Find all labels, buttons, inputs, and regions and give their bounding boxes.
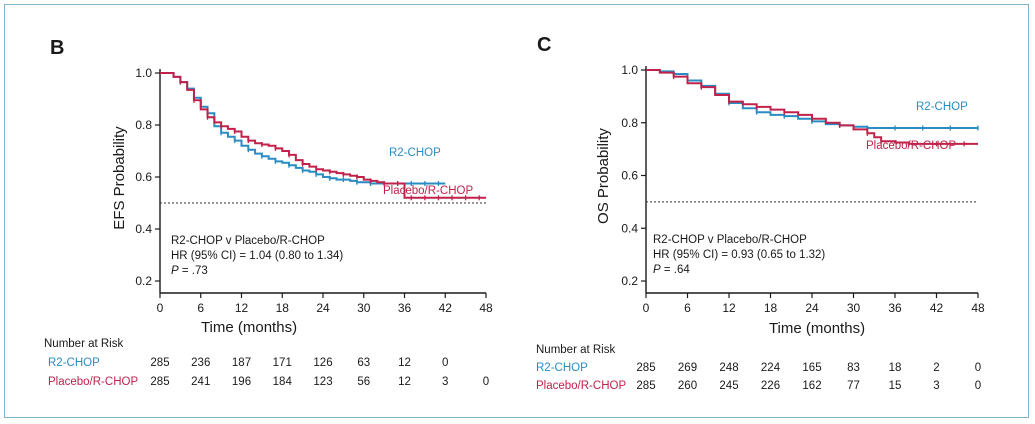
efs-x-tick-label: 0 <box>157 301 164 315</box>
os-risk-value: 15 <box>889 380 902 392</box>
efs-risk-title: Number at Risk <box>44 338 123 350</box>
efs-risk-value: 184 <box>273 376 293 388</box>
os-risk-value: 77 <box>847 380 860 392</box>
efs-plot-area: 0.2 0.4 0.6 0.8 1.0 0 6 12 18 24 30 36 42 48 <box>135 66 493 315</box>
efs-risk-value: 56 <box>357 376 370 388</box>
os-risk-value: 83 <box>847 362 860 374</box>
os-y-axis-title: OS Probability <box>595 128 612 224</box>
efs-x-tick-label: 36 <box>398 301 412 315</box>
efs-x-tick-label: 18 <box>276 301 290 315</box>
os-x-tick-label: 48 <box>971 301 985 315</box>
efs-risk-value: 187 <box>232 357 251 369</box>
efs-risk-label-placebo: Placebo/R-CHOP <box>48 376 138 388</box>
efs-risk-value: 171 <box>273 357 292 369</box>
os-comparison-label: R2-CHOP v Placebo/R-CHOP <box>653 234 807 246</box>
os-x-tick-label: 24 <box>805 301 819 315</box>
os-risk-value: 18 <box>889 362 902 374</box>
efs-risk-value: 126 <box>313 357 332 369</box>
efs-y-tick-label: 0.6 <box>135 170 152 184</box>
os-risk-label-placebo: Placebo/R-CHOP <box>536 380 626 392</box>
os-risk-value: 162 <box>802 380 821 392</box>
os-risk-value: 226 <box>761 380 780 392</box>
efs-x-tick-label: 42 <box>439 301 453 315</box>
efs-p-value: P = .73 <box>171 265 208 277</box>
figure-frame <box>4 4 1029 418</box>
efs-label-placebo: Placebo/R-CHOP <box>383 185 473 197</box>
efs-hazard-ratio: HR (95% CI) = 1.04 (0.80 to 1.34) <box>171 250 343 262</box>
os-x-tick-label: 18 <box>764 301 778 315</box>
efs-y-tick-label: 1.0 <box>135 66 152 80</box>
efs-risk-value: 0 <box>442 357 448 369</box>
efs-y-axis-title: EFS Probability <box>111 126 128 230</box>
os-y-tick-label: 1.0 <box>621 63 638 77</box>
os-plot-area: 0.2 0.4 0.6 0.8 1.0 0 6 12 18 24 30 36 42 48 <box>621 63 985 315</box>
os-risk-label-r2-chop: R2-CHOP <box>536 362 588 374</box>
efs-series-placebo-curve <box>160 72 486 199</box>
efs-x-tick-label: 30 <box>357 301 371 315</box>
os-risk-value: 269 <box>678 362 697 374</box>
os-x-axis-title: Time (months) <box>769 320 865 337</box>
os-risk-value: 245 <box>719 380 738 392</box>
efs-risk-value: 196 <box>232 376 251 388</box>
efs-risk-value: 123 <box>313 376 332 388</box>
efs-risk-value: 0 <box>483 376 489 388</box>
os-x-tick-label: 42 <box>930 301 944 315</box>
efs-x-tick-label: 24 <box>316 301 330 315</box>
efs-risk-value: 236 <box>191 357 210 369</box>
efs-comparison-label: R2-CHOP v Placebo/R-CHOP <box>171 235 325 247</box>
os-x-tick-label: 12 <box>722 301 736 315</box>
os-risk-value: 285 <box>636 362 655 374</box>
efs-series-r2-chop-curve <box>160 72 446 185</box>
os-risk-value: 285 <box>636 380 655 392</box>
os-risk-values: 285 269 248 224 165 83 18 2 0 285 260 245 226 162 77 15… <box>636 362 981 392</box>
os-hazard-ratio: HR (95% CI) = 0.93 (0.65 to 1.32) <box>653 249 825 261</box>
os-y-tick-label: 0.8 <box>621 116 638 130</box>
os-y-tick-label: 0.6 <box>621 169 638 183</box>
efs-y-tick-label: 0.4 <box>135 222 152 236</box>
os-label-r2-chop: R2-CHOP <box>916 101 968 113</box>
efs-x-tick-label: 12 <box>235 301 249 315</box>
efs-risk-value: 241 <box>191 376 210 388</box>
panel-letter-b: B <box>50 37 64 59</box>
os-risk-value: 0 <box>975 380 981 392</box>
os-y-tick-label: 0.4 <box>621 221 638 235</box>
efs-risk-value: 12 <box>398 376 411 388</box>
os-risk-value: 248 <box>719 362 738 374</box>
efs-risk-value: 285 <box>150 357 169 369</box>
os-risk-value: 260 <box>678 380 697 392</box>
efs-x-tick-label: 6 <box>197 301 204 315</box>
efs-y-tick-label: 0.8 <box>135 118 152 132</box>
os-x-tick-label: 30 <box>847 301 861 315</box>
efs-risk-value: 285 <box>150 376 169 388</box>
efs-y-tick-label: 0.2 <box>135 274 152 288</box>
efs-risk-value: 12 <box>398 357 411 369</box>
efs-risk-label-r2-chop: R2-CHOP <box>48 357 100 369</box>
os-x-tick-label: 36 <box>888 301 902 315</box>
panel-c-os: C 0.20.40.60.81.00 6 12 18 24 30 36 42 48 Time (… <box>536 34 985 392</box>
efs-x-tick-label: 48 <box>479 301 493 315</box>
efs-x-axis-title: Time (months) <box>201 319 297 336</box>
os-risk-value: 0 <box>975 362 981 374</box>
os-x-tick-label: 0 <box>643 301 650 315</box>
efs-risk-value: 3 <box>442 376 448 388</box>
os-p-value: P = .64 <box>653 264 690 276</box>
panel-letter-c: C <box>537 34 551 56</box>
efs-label-r2-chop: R2-CHOP <box>389 147 441 159</box>
panel-b-efs: B 0.20.40.60.81.00 6 12 18 24 30 36 42 48 Time (… <box>44 37 493 388</box>
os-risk-value: 3 <box>933 380 939 392</box>
os-risk-value: 2 <box>933 362 939 374</box>
efs-risk-value: 63 <box>357 357 370 369</box>
os-y-tick-label: 0.2 <box>621 274 638 288</box>
os-risk-title: Number at Risk <box>536 344 615 356</box>
os-x-tick-label: 6 <box>684 301 691 315</box>
os-label-placebo: Placebo/R-CHOP <box>866 140 956 152</box>
os-risk-value: 165 <box>802 362 821 374</box>
os-risk-value: 224 <box>761 362 781 374</box>
